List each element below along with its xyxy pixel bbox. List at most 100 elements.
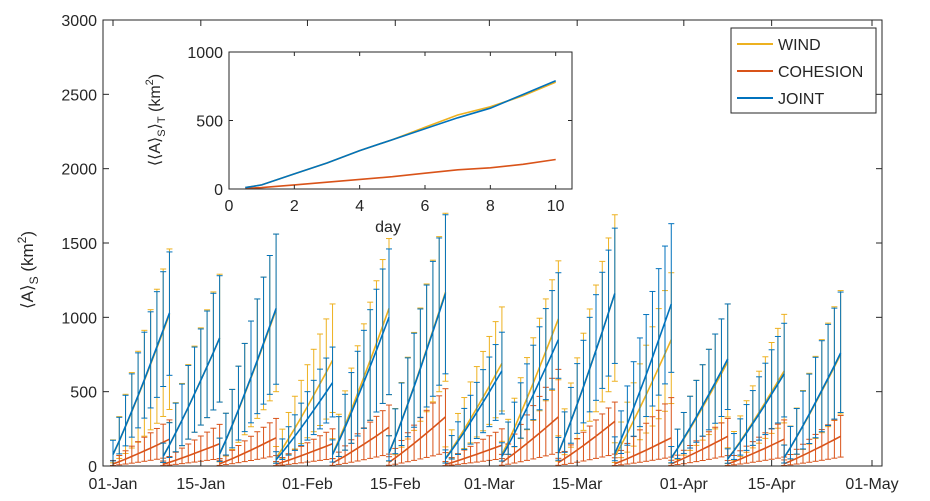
cohesion-mean-line bbox=[388, 416, 447, 463]
joint-error-bar bbox=[630, 361, 637, 437]
cohesion-error-bar bbox=[586, 425, 593, 461]
cohesion-error-bar bbox=[467, 445, 474, 464]
cohesion-error-bar bbox=[235, 445, 242, 464]
joint-error-bar bbox=[800, 390, 806, 450]
joint-error-bar bbox=[191, 346, 198, 433]
joint-error-bar bbox=[743, 404, 750, 451]
joint-error-bar bbox=[806, 373, 813, 444]
cohesion-error-bar bbox=[662, 403, 668, 459]
joint-error-bar bbox=[674, 428, 681, 459]
cohesion-error-bar bbox=[636, 429, 643, 463]
cohesion-error-bar bbox=[210, 427, 217, 460]
cohesion-error-bar bbox=[605, 407, 612, 457]
cohesion-error-bar bbox=[593, 419, 599, 459]
cohesion-mean-line bbox=[332, 426, 390, 464]
joint-error-bar bbox=[724, 448, 731, 464]
legend: WIND COHESION JOINT bbox=[730, 27, 877, 114]
joint-error-bar bbox=[310, 379, 317, 436]
joint-error-bar bbox=[248, 320, 254, 424]
joint-error-bar bbox=[724, 303, 731, 411]
cohesion-error-bar bbox=[480, 438, 487, 462]
joint-mean-line bbox=[218, 308, 277, 455]
joint-error-bar bbox=[461, 407, 468, 450]
inset-line-joint bbox=[245, 80, 557, 189]
joint-error-bar bbox=[586, 316, 593, 413]
joint-error-bar bbox=[147, 311, 154, 409]
joint-error-bar bbox=[448, 435, 455, 460]
inset-line-cohesion bbox=[245, 158, 556, 190]
inset-x-tick-label: 4 bbox=[355, 198, 364, 215]
cohesion-error-bar bbox=[248, 435, 254, 462]
joint-error-bar bbox=[756, 376, 763, 441]
cohesion-error-bar bbox=[128, 445, 135, 464]
cohesion-error-bar bbox=[229, 449, 236, 465]
joint-error-bar bbox=[392, 408, 399, 455]
cohesion-error-bar bbox=[655, 409, 662, 460]
joint-mean-line bbox=[444, 370, 503, 460]
joint-error-bar bbox=[511, 401, 518, 448]
joint-error-bar bbox=[812, 356, 819, 439]
joint-error-bar bbox=[197, 328, 204, 426]
joint-error-bar bbox=[731, 433, 737, 460]
joint-mean-line bbox=[388, 293, 447, 454]
cohesion-error-bar bbox=[179, 447, 185, 465]
main-y-tick-label: 1000 bbox=[61, 310, 97, 327]
joint-mean-line bbox=[501, 339, 560, 457]
inset-x-ticks: 0 2 4 6 8 10 bbox=[225, 52, 565, 215]
cohesion-mean-line bbox=[219, 437, 277, 465]
wind-mean-line bbox=[275, 360, 334, 459]
cohesion-error-bar bbox=[191, 439, 198, 463]
main-x-ticks: 01-Jan 15-Jan 01-Feb 15-Feb 01-Mar 15-Mar 01-A… bbox=[89, 20, 899, 493]
joint-error-bar bbox=[831, 307, 838, 420]
joint-error-bar bbox=[737, 418, 744, 456]
joint-error-bar bbox=[185, 364, 192, 440]
inset-y-axis-label: ⟨⟨A⟩S⟩T (km2) bbox=[144, 74, 168, 166]
joint-error-bar bbox=[342, 393, 349, 451]
joint-error-bar bbox=[668, 223, 675, 373]
joint-error-bar bbox=[536, 326, 543, 411]
cohesion-error-bar bbox=[241, 440, 248, 463]
joint-error-bar bbox=[555, 272, 562, 379]
main-y-tick-label: 1500 bbox=[61, 236, 97, 253]
cohesion-mean-line bbox=[501, 416, 559, 463]
joint-error-bar bbox=[693, 379, 700, 443]
joint-mean-line bbox=[162, 337, 221, 457]
legend-label-cohesion: COHESION bbox=[778, 64, 863, 81]
cohesion-error-bar bbox=[254, 431, 261, 460]
joint-error-bar bbox=[360, 329, 367, 429]
legend-item-cohesion: COHESION bbox=[737, 64, 863, 81]
joint-error-bar bbox=[455, 421, 461, 455]
joint-error-bar bbox=[699, 364, 706, 437]
inset-x-tick-label: 2 bbox=[290, 198, 299, 215]
cohesion-error-bar bbox=[649, 416, 656, 461]
joint-error-bar bbox=[298, 402, 305, 446]
inset-x-tick-label: 10 bbox=[547, 198, 565, 215]
joint-error-bar bbox=[580, 339, 587, 424]
cohesion-error-bar bbox=[204, 431, 211, 461]
joint-error-bar bbox=[442, 449, 449, 464]
main-y-tick-label: 3000 bbox=[61, 13, 97, 30]
cohesion-error-bar bbox=[116, 455, 123, 466]
joint-mean-line bbox=[614, 303, 673, 455]
joint-error-bar bbox=[655, 268, 662, 396]
joint-error-bar bbox=[524, 363, 530, 430]
joint-error-bar bbox=[128, 373, 135, 438]
joint-mean-line bbox=[670, 358, 729, 459]
cohesion-error-bar bbox=[379, 410, 386, 457]
cohesion-mean-line bbox=[557, 420, 616, 464]
joint-error-bar bbox=[204, 310, 211, 419]
joint-error-bar bbox=[618, 410, 625, 454]
cohesion-mean-line bbox=[162, 442, 220, 466]
cohesion-error-bar bbox=[774, 423, 781, 459]
cohesion-error-bar bbox=[429, 402, 436, 457]
main-y-axis-label: ⟨A⟩S (km2) bbox=[15, 231, 41, 309]
inset-x-tick-label: 6 bbox=[421, 198, 430, 215]
main-x-tick-label: 01-Mar bbox=[464, 476, 515, 493]
joint-error-bar bbox=[423, 284, 430, 408]
inset-x-tick-label: 0 bbox=[225, 198, 234, 215]
joint-error-bar bbox=[517, 382, 524, 439]
cohesion-mean-line bbox=[445, 444, 503, 466]
